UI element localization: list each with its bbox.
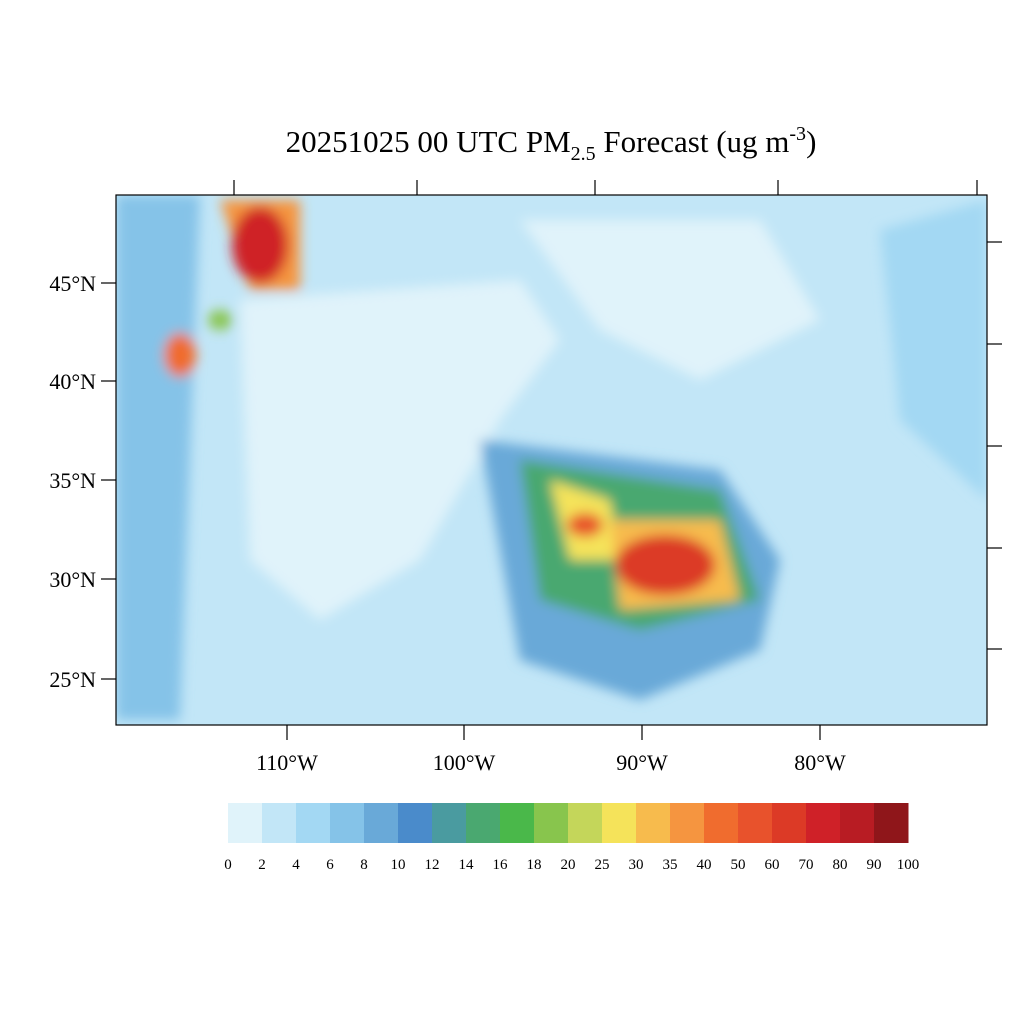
colorbar-label: 60 (765, 857, 780, 873)
colorbar-label: 8 (360, 857, 368, 873)
colorbar-label: 2 (258, 857, 266, 873)
colorbar-label: 16 (493, 857, 509, 873)
lat-label: 35°N (49, 468, 96, 493)
map-frame (115, 194, 988, 726)
lat-label: 30°N (49, 567, 96, 592)
title: 20251025 00 UTC PM2.5 Forecast (ug m-3) (286, 123, 817, 165)
lat-label: 25°N (49, 667, 96, 692)
colorbar-label: 70 (799, 857, 814, 873)
colorbar-box (466, 803, 501, 843)
colorbar-label: 14 (459, 857, 475, 873)
colorbar-label: 50 (731, 857, 746, 873)
map-field (116, 195, 987, 725)
lon-label: 90°W (616, 750, 668, 775)
colorbar-label: 10 (391, 857, 406, 873)
colorbar-box (772, 803, 807, 843)
colorbar-box (738, 803, 773, 843)
colorbar-box (262, 803, 297, 843)
colorbar-box (432, 803, 467, 843)
colorbar-label: 30 (629, 857, 644, 873)
colorbar-box (806, 803, 841, 843)
title-superscript: -3 (789, 123, 806, 145)
colorbar-label: 25 (595, 857, 610, 873)
colorbar-box (500, 803, 535, 843)
colorbar-box (704, 803, 739, 843)
title-subscript: 2.5 (571, 143, 596, 165)
colorbar-label: 4 (292, 857, 300, 873)
colorbar-box (228, 803, 263, 843)
lon-label: 110°W (256, 750, 318, 775)
colorbar-box (602, 803, 637, 843)
colorbar-box (330, 803, 365, 843)
colorbar-box (296, 803, 331, 843)
colorbar-label: 18 (527, 857, 542, 873)
lon-label: 100°W (433, 750, 496, 775)
colorbar-box (874, 803, 909, 843)
colorbar-box (670, 803, 705, 843)
colorbar-label: 12 (425, 857, 440, 873)
lon-label: 80°W (794, 750, 846, 775)
colorbar-label: 90 (867, 857, 882, 873)
colorbar-box (364, 803, 399, 843)
colorbar-label: 35 (663, 857, 678, 873)
lat-label: 45°N (49, 271, 96, 296)
colorbar-box (568, 803, 603, 843)
colorbar-label: 100 (897, 857, 920, 873)
map-ticks (101, 180, 1002, 740)
colorbar-box (398, 803, 433, 843)
colorbar-label: 20 (561, 857, 576, 873)
lat-label: 40°N (49, 369, 96, 394)
title-text: ) (806, 124, 816, 159)
colorbar-label: 80 (833, 857, 848, 873)
colorbar-box (534, 803, 569, 843)
colorbar-box (636, 803, 671, 843)
title-text: 20251025 00 UTC PM (286, 124, 571, 159)
colorbar-label: 40 (697, 857, 712, 873)
colorbar-box (840, 803, 875, 843)
colorbar-label: 0 (224, 857, 232, 873)
colorbar-label: 6 (326, 857, 334, 873)
title-text: Forecast (ug m (596, 124, 790, 159)
